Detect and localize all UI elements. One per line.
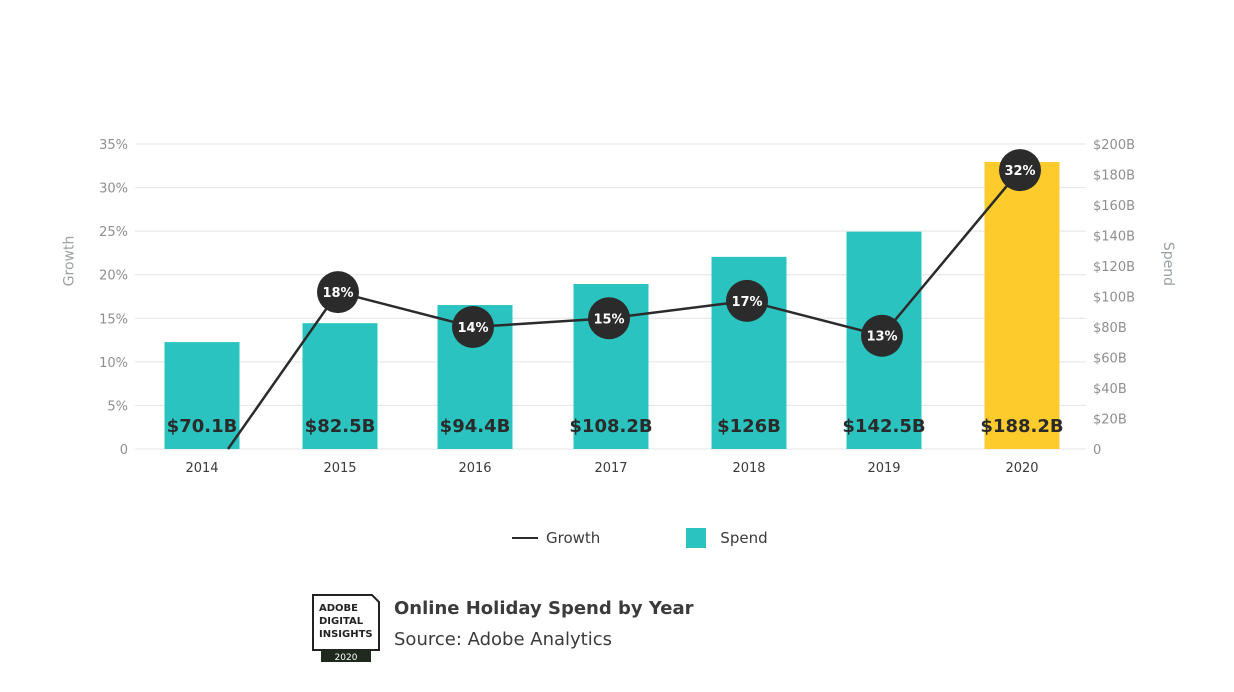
- left-tick-label: 0: [120, 443, 128, 458]
- left-tick-label: 10%: [99, 356, 128, 371]
- right-tick-label: $80B: [1093, 321, 1127, 336]
- spend-bar-label: $188.2B: [980, 416, 1063, 437]
- spend-bar-label: $126B: [717, 416, 781, 437]
- right-tick-label: $160B: [1093, 199, 1135, 214]
- footer: ADOBE DIGITAL INSIGHTS 2020 Online Holid…: [312, 594, 694, 664]
- growth-marker: [452, 306, 494, 348]
- legend: Growth Spend: [512, 526, 768, 550]
- growth-marker-label: 17%: [731, 295, 762, 310]
- left-tick-label: 5%: [107, 399, 128, 414]
- right-axis-ticks: 0 $20B $40B $60B $80B $100B $120B $140B $160B $18…: [1093, 138, 1135, 458]
- spend-bar: [984, 161, 1060, 449]
- right-tick-label: $180B: [1093, 169, 1135, 184]
- left-tick-label: 25%: [99, 225, 128, 240]
- chart-title: Online Holiday Spend by Year: [394, 598, 694, 619]
- growth-marker: [317, 271, 359, 314]
- badge-line-2: DIGITAL: [319, 616, 364, 627]
- x-tick-label: 2015: [323, 461, 356, 476]
- spend-bar: [302, 323, 378, 449]
- right-tick-label: $100B: [1093, 291, 1135, 306]
- growth-marker: [588, 297, 630, 340]
- growth-markers: 18% 14% 15% 17% 13% 32%: [317, 149, 1041, 357]
- right-tick-label: 0: [1093, 443, 1101, 458]
- left-tick-label: 20%: [99, 269, 128, 284]
- right-tick-label: $20B: [1093, 413, 1127, 428]
- x-axis-ticks: 2014 2015 2016 2017 2018 2019 2020: [185, 461, 1038, 476]
- spend-bar-label: $108.2B: [569, 416, 652, 437]
- growth-marker-label: 18%: [322, 286, 353, 301]
- chart-source: Source: Adobe Analytics: [394, 629, 613, 650]
- left-axis-title: Growth: [61, 235, 78, 287]
- legend-growth-line-icon: [512, 537, 538, 539]
- right-tick-label: $120B: [1093, 260, 1135, 275]
- growth-marker: [999, 149, 1041, 192]
- right-tick-label: $200B: [1093, 138, 1135, 153]
- legend-spend: Spend: [600, 528, 768, 548]
- badge-line-3: INSIGHTS: [319, 629, 373, 640]
- spend-bar-label: $82.5B: [305, 416, 376, 437]
- spend-bar-label: $94.4B: [440, 416, 511, 437]
- x-tick-label: 2014: [185, 461, 218, 476]
- spend-bar-label: $142.5B: [842, 416, 925, 437]
- spend-bar: [164, 342, 240, 449]
- spend-bar-labels: $70.1B $82.5B $94.4B $108.2B $126B $142.5B $18…: [167, 416, 1064, 437]
- left-tick-label: 35%: [99, 138, 128, 153]
- growth-marker-label: 32%: [1004, 164, 1035, 179]
- legend-spend-label: Spend: [720, 529, 768, 547]
- x-tick-label: 2018: [732, 461, 765, 476]
- badge-line-1: ADOBE: [319, 603, 358, 614]
- left-tick-label: 30%: [99, 182, 128, 197]
- badge-year: 2020: [335, 653, 358, 663]
- right-tick-label: $60B: [1093, 352, 1127, 367]
- right-tick-label: $140B: [1093, 230, 1135, 245]
- growth-marker-label: 14%: [457, 321, 488, 336]
- right-axis-title: Spend: [1160, 241, 1177, 287]
- legend-growth: Growth: [512, 529, 600, 547]
- growth-marker: [861, 314, 903, 357]
- growth-marker-label: 13%: [866, 330, 897, 345]
- spend-bar-label: $70.1B: [167, 416, 238, 437]
- right-tick-label: $40B: [1093, 382, 1127, 397]
- x-tick-label: 2016: [458, 461, 491, 476]
- left-axis-ticks: 0 5% 10% 15% 20% 25% 30% 35%: [99, 138, 128, 458]
- x-tick-label: 2017: [594, 461, 627, 476]
- legend-spend-swatch-icon: [686, 528, 707, 548]
- growth-marker-label: 15%: [593, 312, 624, 327]
- left-tick-label: 15%: [99, 312, 128, 327]
- x-tick-label: 2019: [867, 461, 900, 476]
- legend-growth-label: Growth: [546, 529, 601, 547]
- growth-marker: [726, 279, 768, 322]
- x-tick-label: 2020: [1005, 461, 1038, 476]
- adobe-digital-insights-logo: ADOBE DIGITAL INSIGHTS 2020: [312, 594, 380, 663]
